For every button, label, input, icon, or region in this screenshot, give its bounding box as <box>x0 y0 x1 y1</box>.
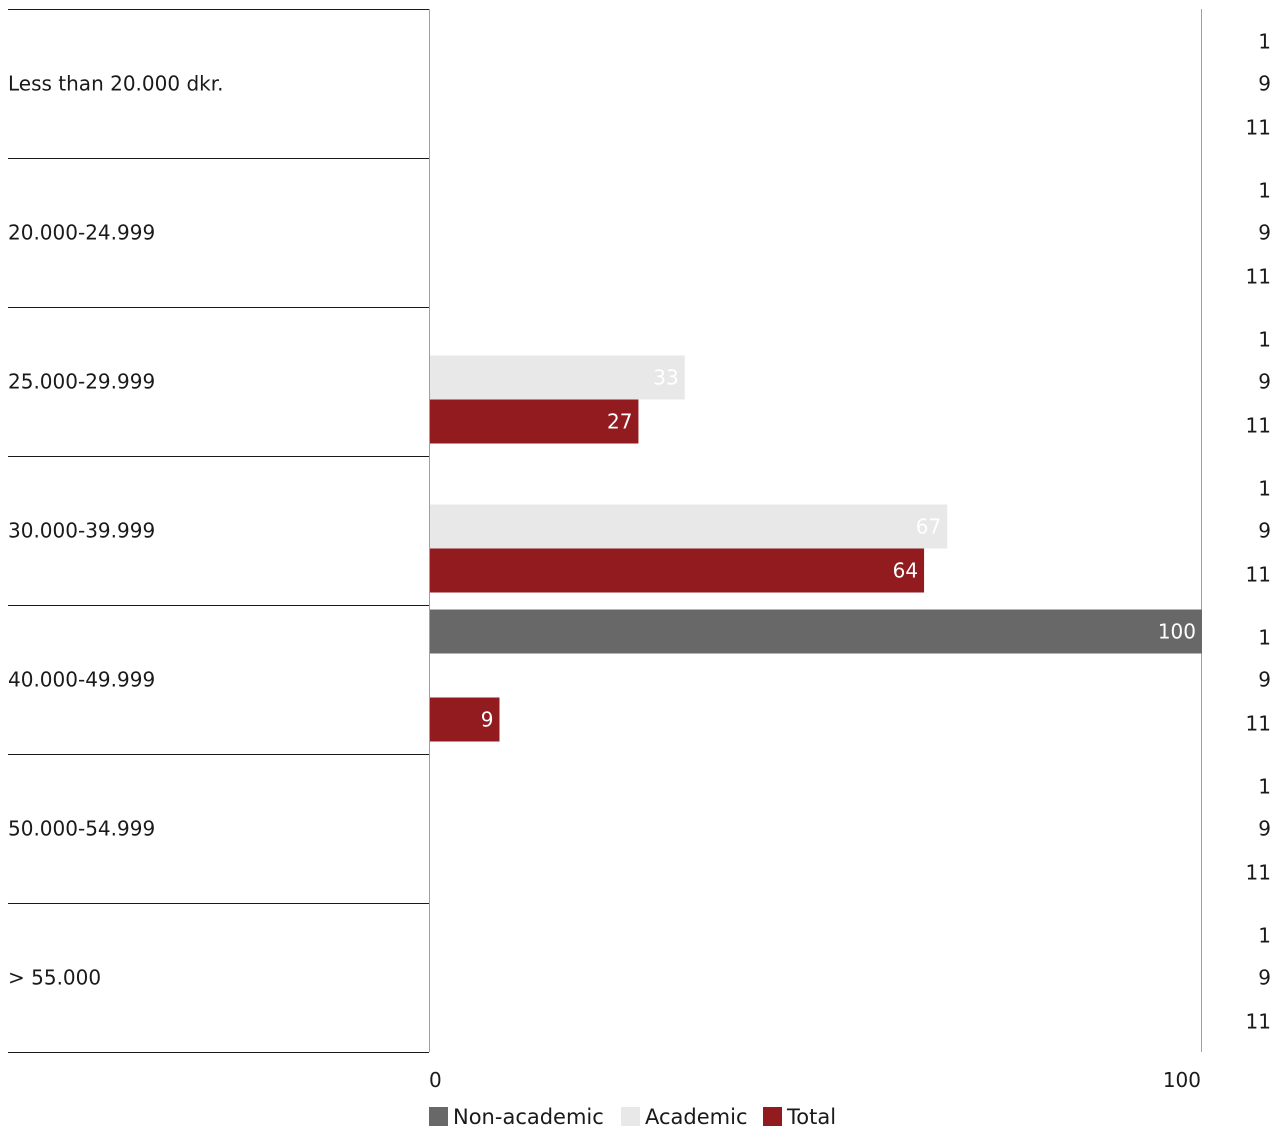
legend: Non-academic Academic Total <box>429 1105 836 1129</box>
category-label: 40.000-49.999 <box>8 668 155 692</box>
series-count-label: 1 <box>1258 626 1271 650</box>
bar-total <box>430 399 639 444</box>
series-count-label: 1 <box>1258 477 1271 501</box>
series-count-label: 9 <box>1258 966 1271 990</box>
legend-swatch-total <box>763 1107 782 1126</box>
bar-value-label: 27 <box>607 410 632 434</box>
series-count-label: 11 <box>1246 414 1271 438</box>
x-tick-label-min: 0 <box>429 1068 442 1092</box>
series-count-label: 1 <box>1258 30 1271 54</box>
bar-total <box>430 697 500 742</box>
series-count-label: 11 <box>1246 1010 1271 1034</box>
bar-academic <box>430 504 948 549</box>
series-count-label: 1 <box>1258 179 1271 203</box>
series-count-label: 11 <box>1246 265 1271 289</box>
series-count-label: 11 <box>1246 861 1271 885</box>
series-count-label: 11 <box>1246 712 1271 736</box>
category-label: > 55.000 <box>8 966 101 990</box>
series-count-label: 9 <box>1258 370 1271 394</box>
series-count-label: 9 <box>1258 72 1271 96</box>
bar-value-label: 9 <box>481 708 494 732</box>
x-tick-label-max: 100 <box>1163 1068 1201 1092</box>
series-count-label: 9 <box>1258 817 1271 841</box>
series-count-label: 9 <box>1258 519 1271 543</box>
category-label: 20.000-24.999 <box>8 221 155 245</box>
category-label: 25.000-29.999 <box>8 370 155 394</box>
series-count-label: 1 <box>1258 775 1271 799</box>
bar-value-label: 67 <box>916 515 941 539</box>
legend-label: Academic <box>645 1105 748 1129</box>
bar-value-label: 64 <box>893 559 918 583</box>
bar-value-label: 100 <box>1158 620 1196 644</box>
bar-value-label: 33 <box>653 366 678 390</box>
legend-label: Non-academic <box>453 1105 604 1129</box>
category-label: 30.000-39.999 <box>8 519 155 543</box>
series-count-label: 1 <box>1258 328 1271 352</box>
series-count-label: 11 <box>1246 116 1271 140</box>
category-label: 50.000-54.999 <box>8 817 155 841</box>
legend-swatch-non-academic <box>429 1107 448 1126</box>
series-count-label: 9 <box>1258 221 1271 245</box>
legend-label: Total <box>786 1105 836 1129</box>
bar-total <box>430 548 925 593</box>
series-count-label: 11 <box>1246 563 1271 587</box>
category-label: Less than 20.000 dkr. <box>8 72 223 96</box>
series-count-label: 1 <box>1258 924 1271 948</box>
bar-academic <box>430 355 685 400</box>
legend-swatch-academic <box>621 1107 640 1126</box>
bar-non-academic <box>430 609 1202 654</box>
series-count-label: 9 <box>1258 668 1271 692</box>
